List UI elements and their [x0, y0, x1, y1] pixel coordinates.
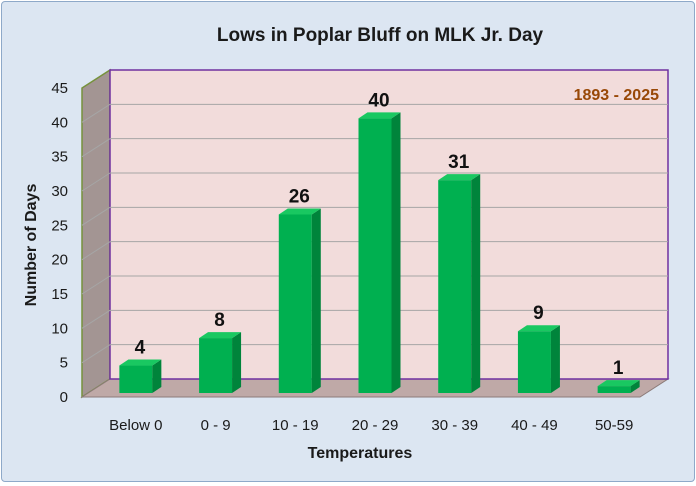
data-label: 31 — [448, 152, 470, 173]
data-label: 26 — [289, 186, 310, 207]
x-tick-label: 40 - 49 — [511, 417, 558, 434]
x-tick-label: 0 - 9 — [201, 417, 231, 434]
bar-top — [199, 332, 242, 339]
bar — [199, 338, 233, 393]
x-tick-label: 50-59 — [595, 417, 633, 434]
chart: 0 5 10 15 20 25 30 35 40 45 Below 0 0 - 9 10 - 19 20… — [23, 25, 670, 462]
bar — [597, 386, 631, 393]
gridline-side — [81, 103, 111, 123]
chart-title: Lows in Poplar Bluff on MLK Jr. Day — [217, 25, 544, 46]
y-tick-label: 25 — [51, 217, 68, 234]
data-label: 9 — [533, 303, 544, 324]
y-tick-label: 45 — [51, 80, 68, 97]
bar-side — [471, 174, 481, 393]
y-tick-label: 40 — [51, 114, 68, 131]
gridline-side — [81, 344, 111, 364]
bar-side — [152, 359, 162, 393]
y-tick-label: 10 — [51, 320, 68, 337]
gridline-side — [81, 275, 111, 295]
bar-top — [597, 380, 640, 387]
bar-side — [391, 112, 401, 393]
data-label: 1 — [613, 358, 624, 379]
bar-side — [550, 325, 560, 393]
gridline-side — [81, 241, 111, 261]
y-tick-label: 20 — [51, 252, 68, 269]
bar-side — [630, 380, 640, 393]
bar — [278, 214, 312, 393]
gridline-side — [81, 172, 111, 192]
gridline-side — [81, 206, 111, 226]
x-tick-label: 30 - 39 — [431, 417, 478, 434]
bar — [517, 331, 551, 393]
x-tick-label: Below 0 — [109, 417, 162, 434]
bar-top — [438, 174, 481, 181]
data-label: 40 — [368, 90, 389, 111]
x-tick-label: 20 - 29 — [352, 417, 399, 434]
data-label: 4 — [135, 338, 146, 359]
bar — [358, 118, 392, 393]
x-tick-label: 10 - 19 — [272, 417, 319, 434]
bar — [119, 365, 153, 393]
bar-side — [232, 332, 242, 393]
bars — [119, 112, 640, 393]
x-axis-ticks: Below 0 0 - 9 10 - 19 20 - 29 30 - 39 40 - 49… — [109, 417, 633, 434]
gridline-side — [81, 138, 111, 158]
bar-top — [358, 112, 401, 119]
y-tick-label: 5 — [60, 355, 68, 372]
bar-top — [119, 359, 162, 366]
data-label: 8 — [214, 310, 225, 331]
gridline-side — [81, 309, 111, 329]
y-axis-title: Number of Days — [23, 184, 40, 307]
year-range-annotation: 1893 - 2025 — [574, 87, 660, 104]
y-axis-ticks: 0 5 10 15 20 25 30 35 40 45 — [51, 80, 68, 406]
bar-top — [517, 325, 560, 332]
y-tick-label: 15 — [51, 286, 68, 303]
bar — [438, 180, 472, 393]
bar-side — [311, 208, 321, 393]
y-tick-label: 35 — [51, 149, 68, 166]
y-tick-label: 0 — [60, 389, 68, 406]
data-labels: 4 8 26 40 31 9 1 — [135, 90, 624, 379]
x-axis-title: Temperatures — [308, 445, 413, 462]
bar-top — [278, 208, 321, 215]
y-tick-label: 30 — [51, 183, 68, 200]
